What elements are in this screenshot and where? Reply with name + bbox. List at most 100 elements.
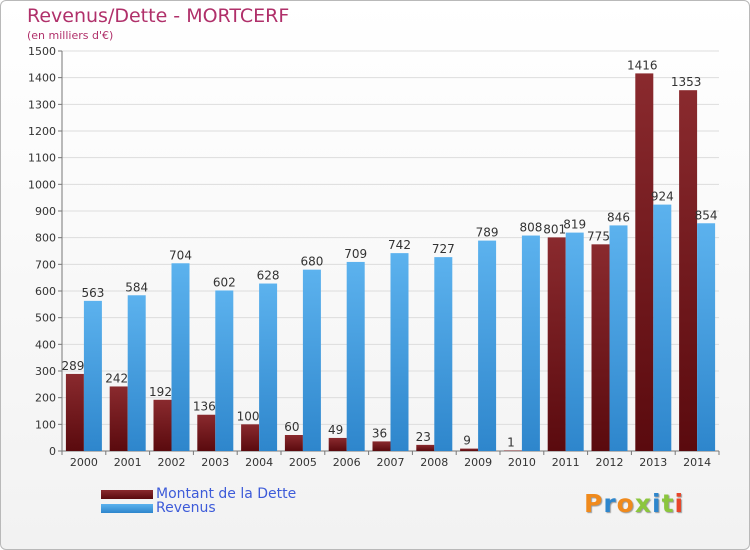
tick-label-x: 2007: [377, 456, 405, 469]
tick-label-x: 2001: [114, 456, 142, 469]
data-label-revenue: 846: [607, 210, 630, 224]
tick-label-y: 500: [35, 312, 56, 325]
bar-revenue: [478, 240, 497, 451]
data-label-revenue: 584: [125, 280, 148, 294]
bar-revenue: [259, 283, 278, 451]
bar-debt: [109, 386, 128, 451]
bar-revenue: [83, 300, 102, 451]
bar-debt: [679, 90, 698, 451]
tick-label-y: 200: [35, 392, 56, 405]
tick-label-x: 2002: [158, 456, 186, 469]
tick-label-y: 400: [35, 338, 56, 351]
data-label-revenue: 563: [81, 286, 104, 300]
bar-revenue: [171, 263, 190, 451]
tick-label-x: 2004: [245, 456, 273, 469]
tick-label-x: 2014: [683, 456, 711, 469]
bar-revenue: [653, 204, 672, 451]
tick-label-y: 600: [35, 285, 56, 298]
tick-label-x: 2000: [70, 456, 98, 469]
data-label-debt: 136: [193, 400, 216, 414]
bar-debt: [197, 414, 216, 451]
tick-label-x: 2008: [420, 456, 448, 469]
proxiti-logo: Proxiti: [584, 489, 684, 518]
tick-label-x: 2012: [596, 456, 624, 469]
data-label-debt: 9: [463, 434, 471, 448]
bar-debt: [153, 399, 172, 451]
data-labels: 2895632425841927041366021006286068049709…: [61, 58, 717, 449]
data-label-revenue: 819: [563, 218, 586, 232]
bar-revenue: [521, 235, 540, 451]
tick-label-x: 2009: [464, 456, 492, 469]
bar-revenue: [434, 257, 453, 451]
tick-label-x: 2005: [289, 456, 317, 469]
data-label-revenue: 742: [388, 238, 411, 252]
bar-revenue: [697, 223, 716, 451]
tick-label-x: 2006: [333, 456, 361, 469]
logo-letter: P: [584, 489, 604, 518]
data-label-revenue: 709: [344, 247, 367, 261]
data-label-debt: 242: [105, 371, 128, 385]
data-label-debt: 1: [507, 436, 515, 450]
tick-label-y: 1500: [28, 45, 56, 58]
bar-revenue: [390, 253, 409, 451]
data-label-revenue: 680: [300, 255, 323, 269]
bar-debt: [65, 373, 84, 451]
tick-label-y: 0: [49, 445, 56, 458]
data-label-debt: 23: [416, 430, 431, 444]
logo-letter: t: [661, 489, 675, 518]
logo-letter: r: [603, 489, 617, 518]
tick-label-y: 700: [35, 258, 56, 271]
tick-label-x: 2011: [552, 456, 580, 469]
data-label-debt: 1416: [627, 58, 658, 72]
data-label-revenue: 628: [257, 269, 280, 283]
data-label-debt: 36: [372, 426, 387, 440]
data-label-debt: 289: [61, 359, 84, 373]
tick-label-y: 800: [35, 232, 56, 245]
logo-letter: o: [616, 489, 635, 518]
bar-debt: [416, 444, 435, 451]
data-label-debt: 1353: [671, 75, 702, 89]
data-label-debt: 49: [328, 423, 343, 437]
chart-title: Revenus/Dette - MORTCERF: [27, 5, 290, 27]
tick-label-y: 1200: [28, 125, 56, 138]
bar-debt: [635, 73, 654, 452]
bar-debt: [591, 244, 610, 451]
legend-swatch-debt: [101, 490, 153, 499]
bar-debt: [460, 448, 479, 451]
data-label-debt: 60: [284, 420, 299, 434]
tick-label-y: 900: [35, 205, 56, 218]
logo-letter: i: [674, 489, 685, 518]
tick-label-y: 1000: [28, 178, 56, 191]
data-label-revenue: 704: [169, 248, 192, 262]
tick-label-x: 2013: [639, 456, 667, 469]
tick-label-y: 100: [35, 418, 56, 431]
data-label-revenue: 789: [476, 226, 499, 240]
data-label-revenue: 727: [432, 242, 455, 256]
axes: 0100200300400500600700800900100011001200…: [28, 45, 720, 469]
tick-label-y: 1400: [28, 72, 56, 85]
legend-swatch-revenue: [101, 504, 153, 513]
data-label-revenue: 602: [213, 275, 236, 289]
data-label-revenue: 854: [695, 208, 718, 222]
legend-label-revenue: Revenus: [156, 500, 216, 516]
tick-label-y: 1300: [28, 98, 56, 111]
tick-label-y: 1100: [28, 152, 56, 165]
bar-debt: [241, 424, 260, 451]
bar-revenue: [609, 225, 628, 451]
tick-label-x: 2010: [508, 456, 536, 469]
bar-revenue: [565, 232, 584, 451]
logo-letter: x: [634, 489, 652, 518]
bar-debt: [503, 450, 522, 451]
data-label-debt: 775: [587, 229, 610, 243]
logo-letter: i: [652, 489, 662, 518]
bar-revenue: [127, 295, 146, 451]
bar-debt: [284, 435, 303, 451]
bar-revenue: [302, 269, 321, 451]
bar-debt: [547, 237, 566, 451]
bar-debt: [372, 441, 391, 451]
bars: [65, 73, 716, 452]
tick-label-y: 300: [35, 365, 56, 378]
bar-revenue: [215, 290, 234, 451]
